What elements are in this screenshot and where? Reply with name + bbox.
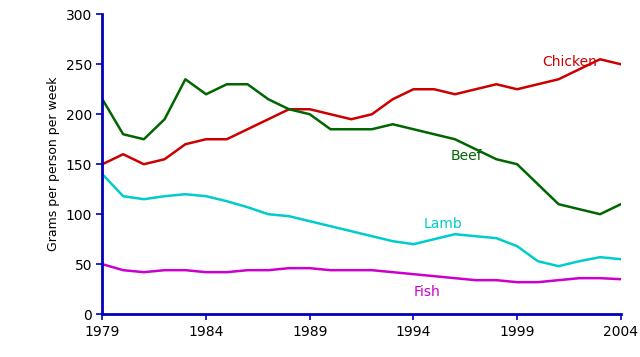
Text: Lamb: Lamb xyxy=(424,217,463,231)
Text: Chicken: Chicken xyxy=(542,55,597,69)
Y-axis label: Grams per person per week: Grams per person per week xyxy=(47,77,60,251)
Text: Beef: Beef xyxy=(451,149,483,163)
Text: Fish: Fish xyxy=(413,285,440,299)
